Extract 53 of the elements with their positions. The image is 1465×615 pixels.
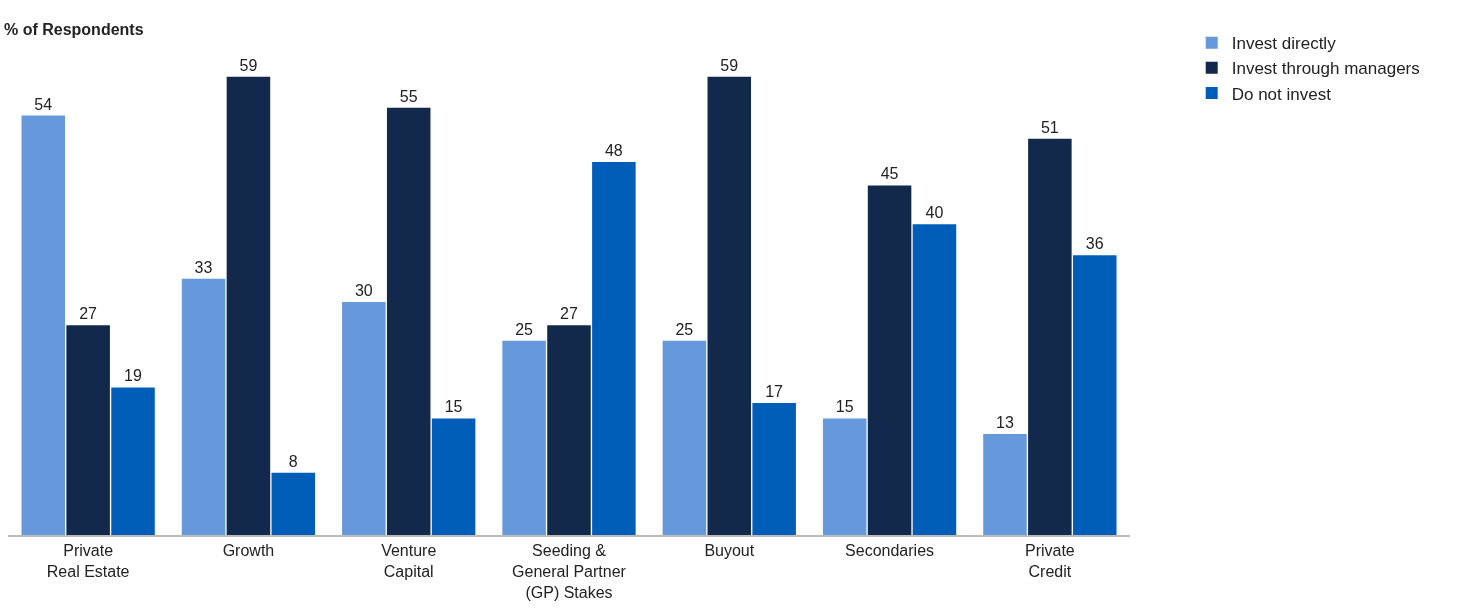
bar: [226, 76, 271, 535]
data-label: 51: [1040, 118, 1059, 136]
x-tick-label: Private Real Estate: [46, 541, 130, 580]
data-label: 27: [560, 305, 578, 323]
data-label: 54: [34, 95, 53, 113]
data-label: 45: [880, 165, 899, 183]
bar: [867, 185, 912, 535]
data-label: 27: [79, 305, 98, 323]
data-label: 8: [288, 452, 298, 470]
x-tick-label: Seeding & General Partner (GP) Stakes: [512, 541, 627, 601]
bar: [386, 107, 431, 535]
bar: [547, 325, 591, 535]
bar: [21, 115, 66, 535]
legend-label: Invest through managers: [1231, 59, 1420, 79]
bar: [431, 418, 476, 535]
data-label: 25: [515, 320, 534, 338]
bar: [912, 224, 957, 535]
bar: [342, 301, 386, 535]
legend-label: Invest directly: [1231, 34, 1337, 54]
data-label: 19: [124, 367, 142, 385]
bar: [66, 325, 110, 535]
data-label: 36: [1085, 235, 1104, 253]
bar: [271, 472, 316, 535]
bar: [707, 76, 752, 535]
data-label: 40: [925, 204, 944, 222]
x-tick-label: Private Credit: [1024, 541, 1075, 580]
legend-label: Do not invest: [1231, 84, 1332, 104]
data-label: 17: [765, 382, 784, 400]
data-label: 25: [675, 320, 694, 338]
bar: [662, 340, 707, 535]
x-tick-label: Buyout: [704, 541, 755, 559]
data-label: 59: [239, 56, 258, 74]
bar: [592, 162, 636, 535]
data-label: 15: [444, 398, 463, 416]
data-label: 48: [604, 142, 623, 160]
bar: [181, 278, 226, 535]
y-axis-title: % of Respondents: [4, 21, 144, 38]
bar: [822, 418, 867, 535]
bar: [983, 434, 1027, 535]
data-label: 15: [835, 398, 854, 416]
data-label: 30: [354, 281, 373, 299]
data-label: 13: [996, 414, 1014, 432]
bar: [1028, 138, 1072, 535]
data-label: 59: [720, 56, 739, 74]
x-tick-label: Venture Capital: [381, 541, 437, 580]
bar: [502, 340, 546, 535]
bar: [1072, 255, 1117, 535]
bar: [752, 402, 796, 535]
data-label: 33: [194, 258, 213, 276]
bar: [111, 387, 155, 535]
x-tick-label: Growth: [222, 541, 275, 559]
data-label: 55: [399, 87, 418, 105]
x-tick-label: Secondaries: [845, 541, 935, 559]
